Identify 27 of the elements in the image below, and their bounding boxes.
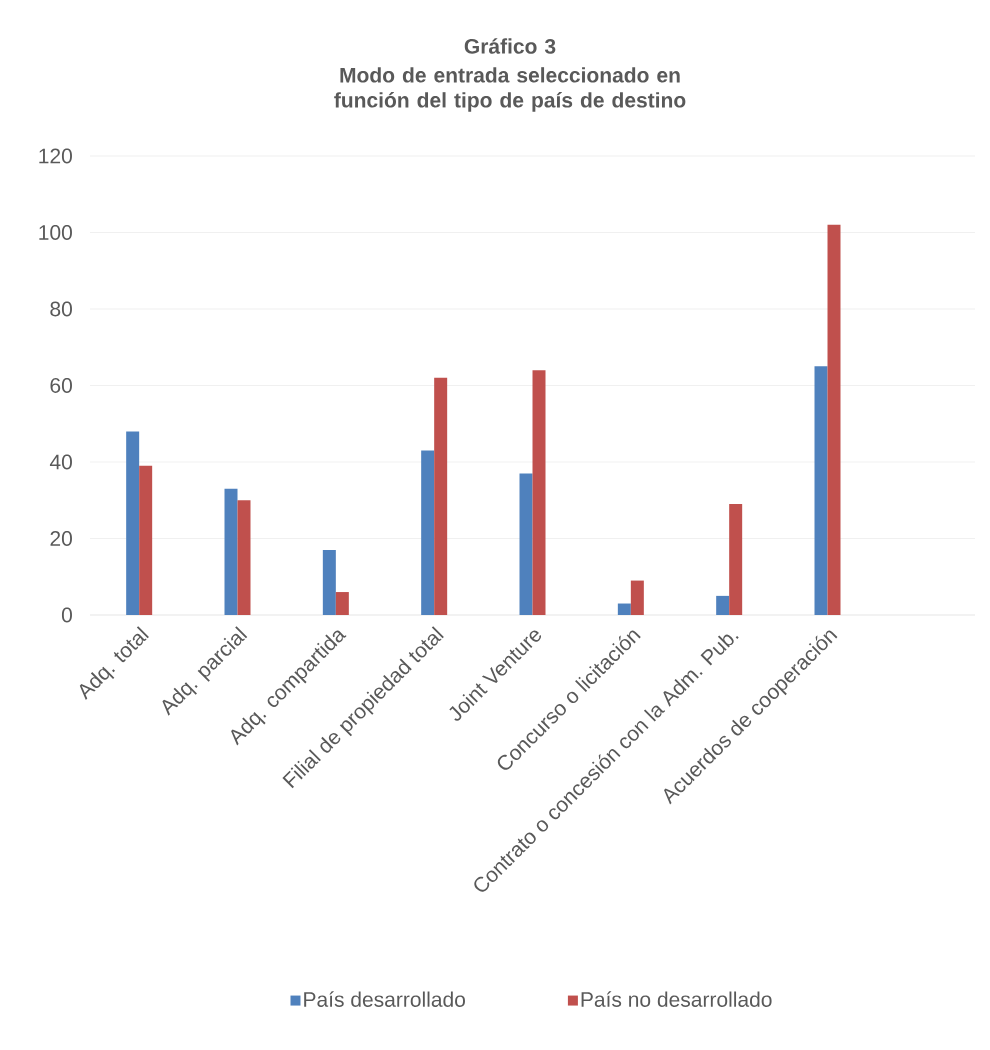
y-tick-label: 60 xyxy=(50,378,72,393)
legend-label: País desarrollado xyxy=(304,991,465,1007)
chart-title: Gráfico 3 xyxy=(464,38,556,54)
y-tick-label: 20 xyxy=(50,531,72,546)
y-tick-label: 120 xyxy=(39,148,72,164)
bar xyxy=(224,488,238,615)
bar xyxy=(126,431,140,615)
bar xyxy=(139,465,153,615)
bar xyxy=(716,595,730,615)
y-tick-label: 100 xyxy=(39,225,72,240)
bar xyxy=(434,377,448,615)
bar xyxy=(322,549,336,615)
bar xyxy=(421,450,435,615)
bar xyxy=(729,504,743,615)
bar xyxy=(335,592,349,615)
bar xyxy=(827,224,841,615)
bar xyxy=(617,603,631,615)
bar xyxy=(519,473,533,615)
y-tick-label: 0 xyxy=(61,607,72,623)
bar xyxy=(237,500,251,615)
bar xyxy=(532,370,546,615)
bar xyxy=(630,580,644,615)
bar xyxy=(814,366,828,615)
y-tick-label: 80 xyxy=(50,301,72,317)
chart-subtitle: Modo de entrada seleccionado en función del tipo de país de destino xyxy=(334,67,686,112)
legend-label: País no desarrollado xyxy=(581,991,772,1007)
y-tick-label: 40 xyxy=(49,454,72,470)
